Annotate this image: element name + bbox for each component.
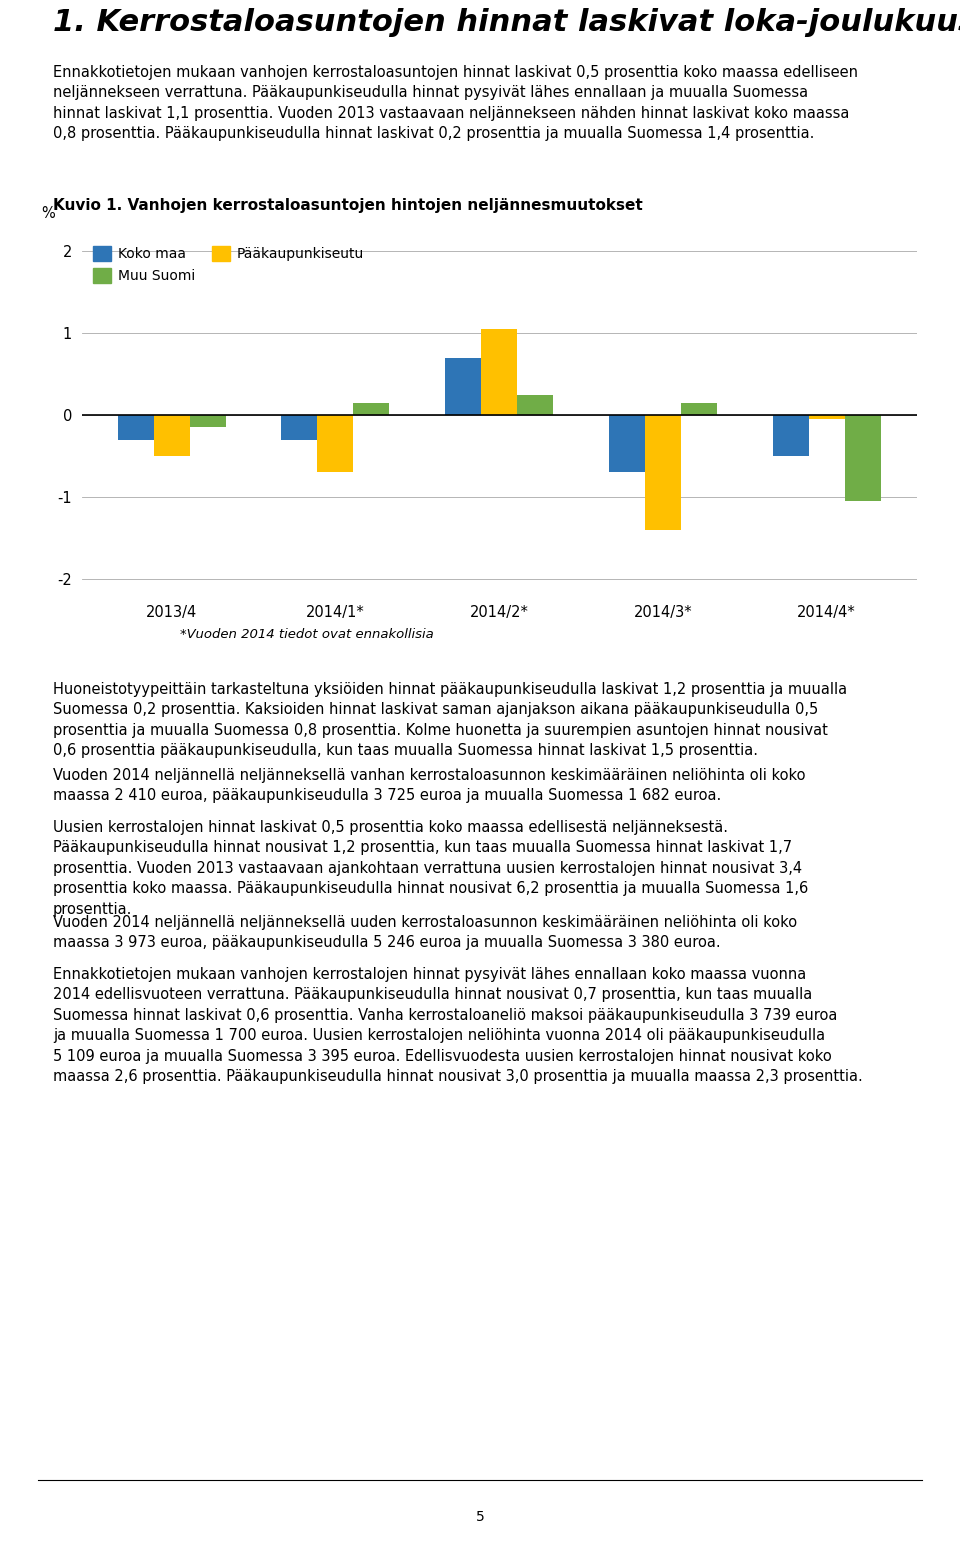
Bar	[118, 415, 154, 440]
Bar	[281, 415, 318, 440]
Legend: Koko maa, Muu Suomi, Pääkaupunkiseutu: Koko maa, Muu Suomi, Pääkaupunkiseutu	[88, 243, 368, 288]
Bar	[808, 415, 845, 419]
Bar	[481, 329, 517, 415]
Text: Huoneistotyypeittäin tarkasteltuna yksiöiden hinnat pääkaupunkiseudulla laskivat: Huoneistotyypeittäin tarkasteltuna yksiö…	[53, 682, 847, 757]
Text: 1. Kerrostaloasuntojen hinnat laskivat loka-joulukuussa: 1. Kerrostaloasuntojen hinnat laskivat l…	[53, 8, 960, 38]
Text: Ennakkotietojen mukaan vanhojen kerrostaloasuntojen hinnat laskivat 0,5 prosentt: Ennakkotietojen mukaan vanhojen kerrosta…	[53, 66, 858, 141]
Text: Vuoden 2014 neljännellä neljänneksellä vanhan kerrostaloasunnon keskimääräinen n: Vuoden 2014 neljännellä neljänneksellä v…	[53, 768, 805, 803]
Bar	[353, 402, 390, 415]
Bar	[445, 358, 481, 415]
Text: *Vuoden 2014 tiedot ovat ennakollisia: *Vuoden 2014 tiedot ovat ennakollisia	[180, 628, 434, 642]
Bar	[681, 402, 717, 415]
Bar	[517, 394, 553, 415]
Y-axis label: %: %	[41, 205, 55, 221]
Bar	[645, 415, 681, 529]
Bar	[318, 415, 353, 473]
Text: Uusien kerrostalojen hinnat laskivat 0,5 prosenttia koko maassa edellisestä nelj: Uusien kerrostalojen hinnat laskivat 0,5…	[53, 820, 808, 917]
Text: Ennakkotietojen mukaan vanhojen kerrostalojen hinnat pysyivät lähes ennallaan ko: Ennakkotietojen mukaan vanhojen kerrosta…	[53, 967, 862, 1085]
Text: Vuoden 2014 neljännellä neljänneksellä uuden kerrostaloasunnon keskimääräinen ne: Vuoden 2014 neljännellä neljänneksellä u…	[53, 916, 797, 950]
Bar	[609, 415, 645, 473]
Bar	[773, 415, 808, 455]
Text: Kuvio 1. Vanhojen kerrostaloasuntojen hintojen neljännesmuutokset: Kuvio 1. Vanhojen kerrostaloasuntojen hi…	[53, 199, 642, 213]
Bar	[845, 415, 880, 501]
Bar	[190, 415, 226, 427]
Bar	[154, 415, 190, 455]
Text: 5: 5	[475, 1510, 485, 1524]
